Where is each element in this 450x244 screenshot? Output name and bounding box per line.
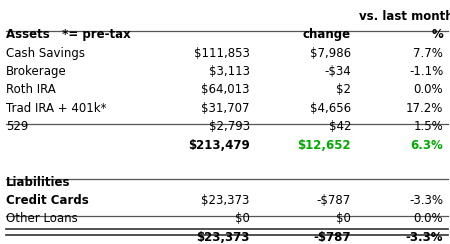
Text: $31,707: $31,707 [201, 102, 250, 115]
Text: 7.7%: 7.7% [414, 47, 443, 60]
Text: Cash Savings: Cash Savings [6, 47, 85, 60]
Text: $0: $0 [235, 212, 250, 225]
Text: $23,373: $23,373 [202, 194, 250, 207]
Text: 6.3%: 6.3% [410, 139, 443, 152]
Text: change: change [303, 28, 351, 41]
Text: $42: $42 [328, 120, 351, 133]
Text: $64,013: $64,013 [201, 83, 250, 96]
Text: -$787: -$787 [317, 194, 351, 207]
Text: Trad IRA + 401k*: Trad IRA + 401k* [6, 102, 106, 115]
Text: $2: $2 [336, 83, 351, 96]
Text: Other Loans: Other Loans [6, 212, 77, 225]
Text: $7,986: $7,986 [310, 47, 351, 60]
Text: vs. last month: vs. last month [359, 10, 450, 23]
Text: 0.0%: 0.0% [414, 212, 443, 225]
Text: Roth IRA: Roth IRA [6, 83, 56, 96]
Text: -$787: -$787 [314, 231, 351, 244]
Text: 17.2%: 17.2% [406, 102, 443, 115]
Text: -$34: -$34 [324, 65, 351, 78]
Text: 0.0%: 0.0% [414, 83, 443, 96]
Text: $12,652: $12,652 [297, 139, 351, 152]
Text: $111,853: $111,853 [194, 47, 250, 60]
Text: Liabilities: Liabilities [6, 176, 70, 189]
Text: $3,113: $3,113 [209, 65, 250, 78]
Text: 1.5%: 1.5% [414, 120, 443, 133]
Text: 529: 529 [6, 120, 28, 133]
Text: Assets   *= pre-tax: Assets *= pre-tax [6, 28, 130, 41]
Text: Brokerage: Brokerage [6, 65, 67, 78]
Text: $23,373: $23,373 [196, 231, 250, 244]
Text: $213,479: $213,479 [188, 139, 250, 152]
Text: $2,793: $2,793 [209, 120, 250, 133]
Text: Credit Cards: Credit Cards [6, 194, 89, 207]
Text: $4,656: $4,656 [310, 102, 351, 115]
Text: %: % [432, 28, 443, 41]
Text: -3.3%: -3.3% [409, 194, 443, 207]
Text: -3.3%: -3.3% [406, 231, 443, 244]
Text: $0: $0 [336, 212, 351, 225]
Text: -1.1%: -1.1% [409, 65, 443, 78]
